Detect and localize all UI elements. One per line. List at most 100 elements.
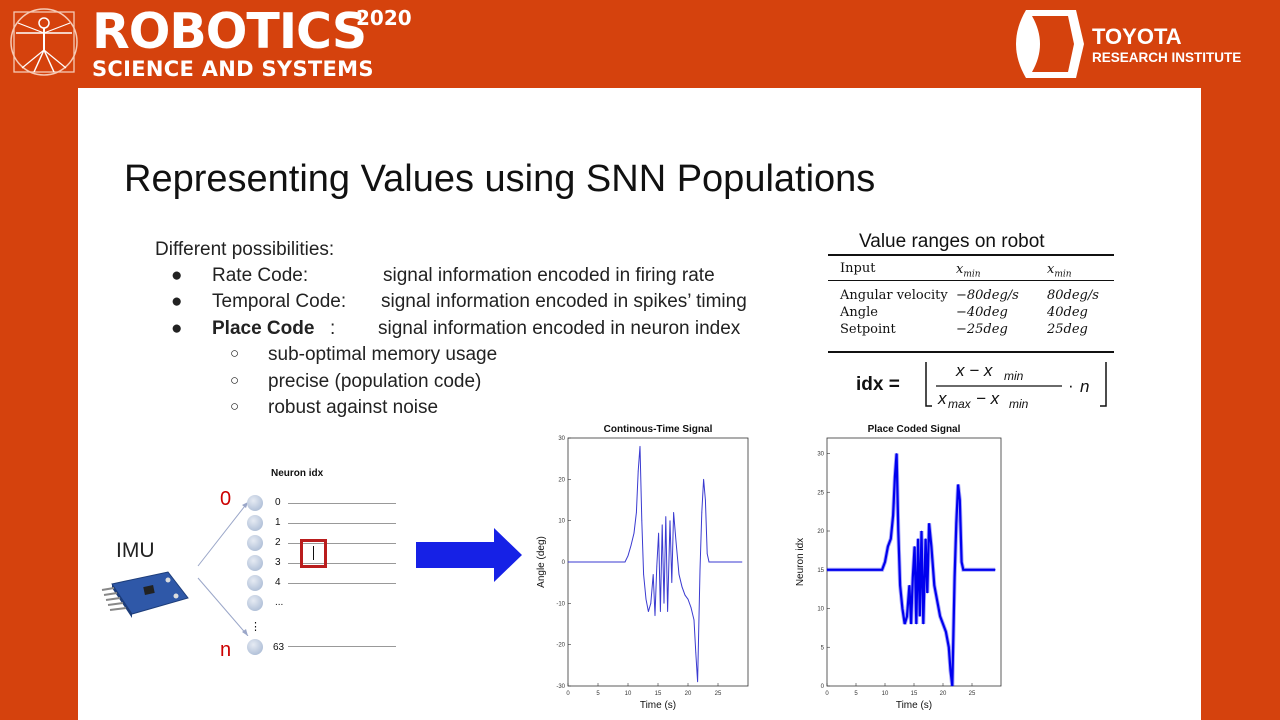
data-point	[673, 512, 674, 513]
data-point	[656, 565, 658, 567]
data-point	[624, 561, 626, 563]
intro-text: Different possibilities:	[155, 239, 335, 260]
neuron-dot	[247, 495, 263, 511]
y-tick-label: 30	[558, 436, 565, 442]
spike-train-line	[288, 563, 396, 564]
x-tick-label: 0	[825, 691, 829, 697]
data-point	[904, 623, 906, 625]
data-point	[965, 569, 967, 571]
data-point	[964, 569, 966, 571]
data-point	[705, 499, 706, 501]
y-tick-label: 20	[817, 529, 824, 535]
data-point	[950, 670, 951, 671]
y-tick-label: 5	[821, 645, 825, 651]
data-point	[926, 592, 928, 594]
x-tick-label: 25	[715, 691, 722, 697]
spike-train-line	[288, 523, 396, 524]
data-point	[957, 484, 959, 485]
svg-text:n: n	[1080, 377, 1089, 396]
y-tick-label: 0	[562, 560, 566, 566]
x-tick-label: 10	[882, 691, 889, 697]
data-point	[955, 522, 957, 524]
table-divider	[828, 280, 1114, 281]
x-axis-label: Time (s)	[640, 700, 676, 710]
y-tick-label: 10	[817, 607, 824, 613]
y-tick-label: 30	[817, 452, 824, 458]
table-header-xmin: xmin	[956, 262, 981, 280]
data-point	[890, 538, 892, 540]
neuron-dot	[247, 515, 263, 531]
marker-zero: 0	[220, 488, 232, 510]
data-point	[962, 569, 964, 571]
neuron-index-label: 0	[275, 497, 281, 508]
table-row-min: −80deg/s	[956, 288, 1019, 303]
data-point	[627, 555, 629, 557]
data-point	[633, 532, 635, 534]
sub-bullet-circle-icon: ○	[230, 345, 240, 362]
sub-bullet-memory: sub-optimal memory usage	[268, 344, 498, 365]
table-row-min: −40deg	[956, 305, 1008, 320]
neuron-dot	[247, 639, 263, 655]
svg-text:min: min	[1009, 397, 1029, 411]
data-point	[915, 623, 917, 625]
brand-title: ROBOTICS	[92, 3, 367, 60]
data-point	[641, 520, 643, 522]
table-row-input: Setpoint	[840, 322, 896, 337]
svg-text:− x: − x	[976, 389, 1000, 408]
y-tick-label: 10	[558, 519, 565, 525]
table-row-max: 25deg	[1047, 322, 1088, 337]
data-point	[711, 561, 713, 563]
table-row-input: Angle	[840, 305, 878, 320]
right-arrow-icon	[416, 528, 522, 582]
data-point	[645, 598, 647, 600]
sub-bullet-circle-icon: ○	[230, 372, 240, 389]
svg-text:x: x	[937, 389, 947, 408]
data-point	[894, 476, 896, 478]
y-tick-label: -30	[556, 684, 565, 690]
conference-header: ROBOTICS 2020 SCIENCE AND SYSTEMS TOYOTA…	[0, 0, 1280, 88]
value-range-table: Input xmin xmin Angular velocity −80deg/…	[828, 254, 1114, 353]
brand-year: 2020	[356, 6, 412, 30]
data-point	[741, 561, 743, 563]
neuron-dot	[247, 555, 263, 571]
data-point	[648, 611, 649, 612]
neuron-index-label: 4	[275, 577, 281, 588]
data-point	[669, 520, 671, 522]
data-point	[706, 553, 708, 555]
x-tick-label: 20	[940, 691, 947, 697]
table-header-xmax: xmin	[1047, 262, 1072, 280]
bullet-label-rate: Rate Code:	[212, 265, 309, 286]
data-point	[961, 561, 962, 563]
y-tick-label: 0	[821, 684, 825, 690]
data-point	[899, 584, 901, 586]
data-point	[928, 522, 930, 524]
data-point	[954, 577, 955, 578]
tri-logo-icon	[1016, 10, 1084, 78]
bullet-desc-rate: signal information encoded in firing rat…	[383, 265, 715, 286]
x-tick-label: 5	[854, 691, 858, 697]
continuous-signal-chart: Continous-Time Signal Time (s) Angle (deg)…	[536, 424, 749, 710]
svg-text:x − x: x − x	[955, 361, 993, 380]
bullet-desc-temporal: signal information encoded in spikes’ ti…	[381, 291, 747, 312]
svg-text:max: max	[948, 397, 972, 411]
data-point	[710, 561, 712, 563]
data-point	[703, 478, 704, 480]
data-point	[687, 598, 689, 600]
brand-subtitle: SCIENCE AND SYSTEMS	[92, 57, 374, 81]
data-point	[699, 569, 701, 571]
data-point	[906, 615, 908, 617]
data-point	[902, 608, 903, 609]
data-point	[693, 619, 695, 621]
data-point	[826, 569, 828, 571]
chart-title: Place Coded Signal	[868, 424, 961, 435]
data-point	[994, 569, 996, 571]
table-header-input: Input	[840, 261, 876, 276]
neuron-index-label: 63	[273, 642, 285, 653]
neuron-index-label: ...	[275, 597, 284, 608]
x-tick-label: 20	[685, 691, 692, 697]
data-point	[660, 611, 661, 612]
data-point	[678, 574, 680, 575]
data-point	[931, 546, 932, 547]
neuron-index-label: 2	[275, 537, 281, 548]
data-point	[639, 445, 641, 447]
